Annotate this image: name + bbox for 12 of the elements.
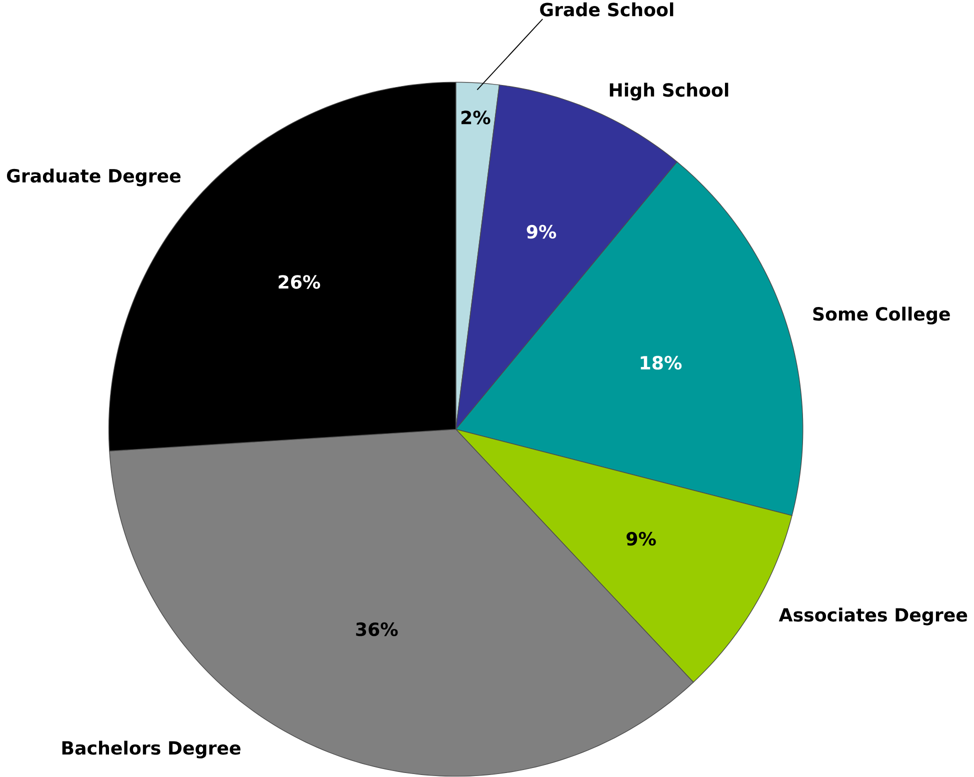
data-label: 26% [278, 275, 320, 289]
data-label: 9% [526, 225, 556, 239]
slice-label: Bachelors Degree [62, 740, 240, 759]
slice-label: Grade School [540, 2, 674, 17]
slice-label: Some College [813, 306, 950, 325]
data-label: 36% [356, 622, 398, 636]
data-label: 18% [640, 356, 682, 370]
slice-label: Graduate Degree [6, 168, 180, 186]
data-label: 9% [626, 532, 656, 546]
data-label: 2% [461, 110, 490, 125]
slice-label: Associates Degree [778, 608, 968, 626]
slice-label: High School [610, 82, 728, 101]
